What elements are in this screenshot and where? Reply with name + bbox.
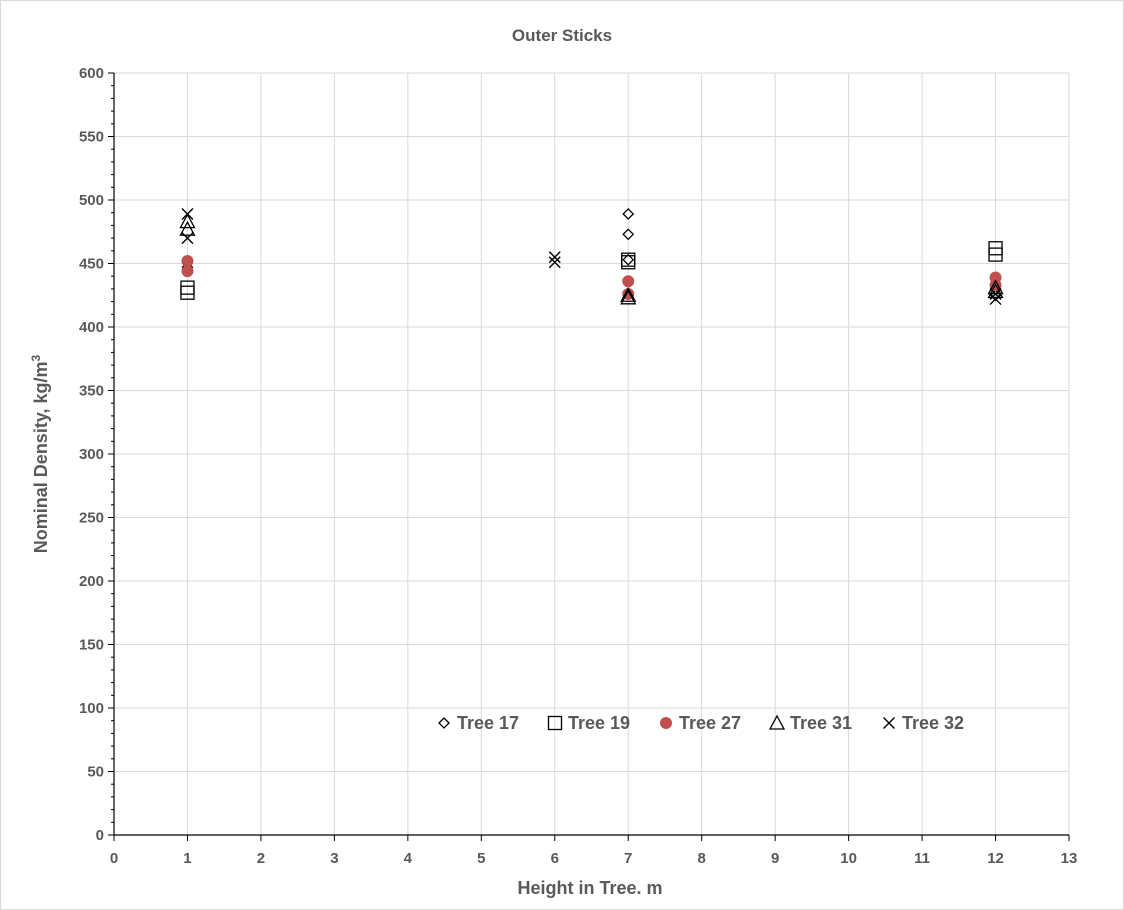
x-tick-label: 10 (840, 850, 857, 867)
y-tick-label: 550 (79, 129, 104, 146)
legend-marker-tree-17 (438, 717, 450, 729)
tree-31-point (620, 289, 637, 305)
y-tick-label: 350 (79, 383, 104, 400)
tree-19-point (988, 247, 1003, 262)
tree-31-point (179, 213, 196, 229)
tree-27-point (181, 254, 194, 267)
legend-marker-tree-19 (547, 715, 563, 731)
tree-17-point (622, 228, 635, 241)
tree-32-point (181, 232, 194, 245)
y-axis-label: Nominal Density, kg/m3 (29, 354, 51, 553)
legend-label-tree-19: Tree 19 (568, 713, 630, 733)
legend-marker-tree-27 (660, 717, 672, 729)
y-tick-label: 200 (79, 573, 104, 590)
y-tick-labels: 0 50 100 150 200 250 300 350 400 450 500 550 600 (79, 65, 104, 844)
y-tick-label: 600 (79, 65, 104, 82)
tree-32-point (181, 207, 194, 220)
tree-19-point (621, 255, 636, 270)
x-tick-label: 11 (914, 850, 930, 867)
x-tick-label: 7 (624, 850, 632, 867)
tree-32-point (548, 251, 561, 264)
tree-32-point (989, 287, 1002, 300)
legend-label-tree-31: Tree 31 (790, 713, 852, 733)
legend-label-tree-32: Tree 32 (902, 713, 964, 733)
chart-title: Outer Sticks (512, 26, 612, 45)
x-tick-label: 0 (110, 850, 118, 867)
tree-32-point (548, 256, 561, 269)
y-tick-label: 450 (79, 256, 104, 273)
y-tick-label: 50 (87, 764, 104, 781)
tree-31-point (179, 220, 196, 236)
x-tick-labels: 0 1 2 3 4 5 6 7 8 9 10 11 12 13 (110, 850, 1078, 867)
tree-17-point (622, 208, 635, 220)
x-tick-label: 4 (404, 850, 413, 867)
y-axis-label-superscript: 3 (29, 354, 43, 361)
x-tick-label: 13 (1061, 850, 1078, 867)
tree-32-point (989, 293, 1002, 306)
y-axis-label-main: Nominal Density, kg/m (31, 361, 51, 553)
y-tick-label: 100 (79, 700, 104, 717)
x-tick-label: 5 (477, 850, 485, 867)
legend: Tree 17 Tree 19 Tree 27 Tree 31 Tree 32 (438, 713, 964, 733)
tree-27-point (622, 275, 635, 288)
tree-31-point (620, 286, 637, 302)
legend-label-tree-27: Tree 27 (679, 713, 741, 733)
x-tick-label: 8 (698, 850, 706, 867)
x-tick-label: 2 (257, 850, 265, 867)
x-tick-label: 12 (987, 850, 1004, 867)
x-tick-label: 6 (551, 850, 559, 867)
legend-marker-tree-32 (883, 717, 895, 729)
x-axis-label: Height in Tree. m (517, 878, 662, 898)
legend-label-tree-17: Tree 17 (457, 713, 519, 733)
y-tick-label: 0 (96, 827, 104, 844)
y-tick-label: 150 (79, 637, 104, 654)
tree-27-point (181, 265, 194, 278)
y-tick-label: 400 (79, 319, 104, 336)
x-tick-label: 1 (183, 850, 191, 867)
legend-marker-tree-31 (768, 714, 786, 730)
gridlines (114, 72, 1070, 835)
y-tick-label: 500 (79, 192, 104, 209)
x-tick-label: 9 (771, 850, 779, 867)
data-points (179, 207, 1004, 306)
axes (108, 72, 1070, 841)
x-tick-label: 3 (330, 850, 338, 867)
y-tick-label: 300 (79, 446, 104, 463)
tree-19-point (180, 285, 195, 300)
y-tick-label: 250 (79, 510, 104, 527)
tree-17-point (622, 253, 635, 266)
